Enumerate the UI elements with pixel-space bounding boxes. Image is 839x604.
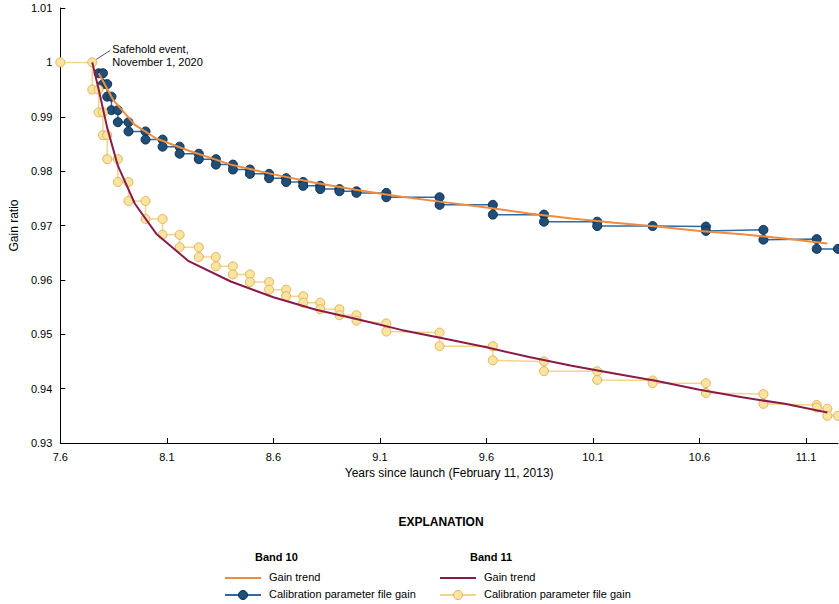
svg-text:November 1, 2020: November 1, 2020 — [112, 56, 203, 68]
svg-text:Years since launch (February 1: Years since launch (February 11, 2013) — [345, 466, 554, 480]
svg-text:0.99: 0.99 — [31, 111, 52, 123]
svg-text:Calibration parameter file gai: Calibration parameter file gain — [484, 588, 631, 600]
svg-text:1: 1 — [46, 56, 52, 68]
svg-text:8.6: 8.6 — [266, 451, 281, 463]
svg-text:10.6: 10.6 — [689, 451, 710, 463]
svg-text:0.98: 0.98 — [31, 165, 52, 177]
svg-text:9.6: 9.6 — [479, 451, 494, 463]
svg-text:Band 11: Band 11 — [470, 551, 512, 563]
svg-text:0.96: 0.96 — [31, 274, 52, 286]
svg-text:Band 10: Band 10 — [255, 551, 298, 563]
svg-text:Gain trend: Gain trend — [269, 571, 320, 583]
svg-text:1.01: 1.01 — [31, 2, 52, 14]
svg-text:0.95: 0.95 — [31, 328, 52, 340]
svg-text:Safehold event,: Safehold event, — [112, 43, 188, 55]
svg-text:10.1: 10.1 — [582, 451, 603, 463]
svg-text:0.94: 0.94 — [31, 383, 52, 395]
svg-text:Gain trend: Gain trend — [484, 571, 535, 583]
svg-text:11.1: 11.1 — [796, 451, 817, 463]
svg-text:9.1: 9.1 — [372, 451, 387, 463]
svg-text:EXPLANATION: EXPLANATION — [398, 515, 483, 529]
svg-text:0.93: 0.93 — [31, 437, 52, 449]
svg-text:8.1: 8.1 — [159, 451, 174, 463]
svg-text:Gain ratio: Gain ratio — [7, 199, 21, 251]
svg-text:Calibration parameter file gai: Calibration parameter file gain — [269, 588, 416, 600]
svg-text:7.6: 7.6 — [53, 451, 68, 463]
svg-text:0.97: 0.97 — [31, 220, 52, 232]
